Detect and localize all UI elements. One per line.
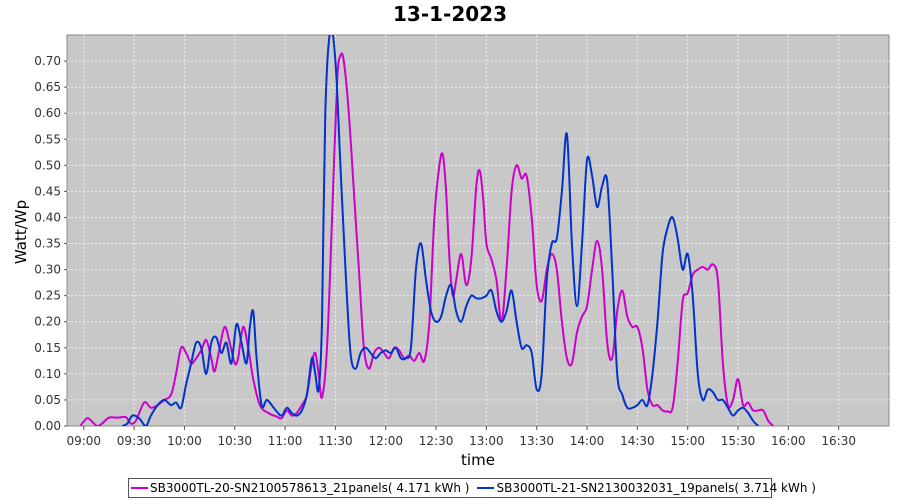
y-tick-label: 0.55 [34,132,61,146]
legend-swatch-series-2 [477,487,495,489]
series-line-2 [121,35,759,426]
x-tick-label: 10:00 [167,434,202,448]
x-tick-label: 09:30 [117,434,152,448]
legend-label-series-1: SB3000TL-20-SN2100578613_21panels( 4.171… [150,481,470,495]
y-tick-label: 0.60 [34,106,61,120]
series-layer [79,35,774,426]
grid-lines [67,35,889,426]
legend-label-series-2: SB3000TL-21-SN2130032031_19panels( 3.714… [496,481,816,495]
y-tick-label: 0.00 [34,419,61,433]
chart-title: 13-1-2023 [392,2,507,26]
x-tick-label: 15:30 [721,434,756,448]
y-tick-label: 0.65 [34,80,61,94]
x-tick-label: 16:30 [821,434,856,448]
x-tick-label: 11:30 [318,434,353,448]
x-tick-label: 11:00 [268,434,303,448]
x-tick-label: 13:30 [519,434,554,448]
x-tick-label: 14:00 [570,434,605,448]
x-tick-label: 16:00 [771,434,806,448]
legend-item-series-2: SB3000TL-21-SN2130032031_19panels( 3.714… [477,481,816,495]
y-tick-label: 0.50 [34,158,61,172]
x-tick-label: 12:30 [419,434,454,448]
legend: SB3000TL-20-SN2100578613_21panels( 4.171… [128,478,816,498]
axes: 0.00 0.05 0.10 0.15 0.20 0.25 0.30 0.35 0.40 0.45… [34,54,856,448]
y-tick-label: 0.25 [34,289,61,303]
y-tick-label: 0.70 [34,54,61,68]
y-tick-label: 0.15 [34,341,61,355]
x-tick-label: 13:00 [469,434,504,448]
y-tick-label: 0.45 [34,184,61,198]
x-tick-label: 09:00 [66,434,101,448]
y-tick-label: 0.20 [34,315,61,329]
y-tick-label: 0.10 [34,367,61,381]
x-axis-label: time [461,451,495,469]
legend-swatch-series-1 [131,487,148,489]
x-tick-label: 12:00 [368,434,403,448]
y-tick-label: 0.40 [34,210,61,224]
legend-item-series-1: SB3000TL-20-SN2100578613_21panels( 4.171… [131,481,469,495]
chart-svg: 0.00 0.05 0.10 0.15 0.20 0.25 0.30 0.35 0.40 0.45… [12,34,890,469]
x-tick-label: 14:30 [620,434,655,448]
y-tick-label: 0.05 [34,393,61,407]
x-tick-label: 15:00 [670,434,705,448]
y-axis-label: Watt/Wp [12,200,30,264]
y-tick-label: 0.35 [34,237,61,251]
y-tick-label: 0.30 [34,263,61,277]
x-tick-label: 10:30 [217,434,252,448]
series-line-1 [79,52,774,426]
